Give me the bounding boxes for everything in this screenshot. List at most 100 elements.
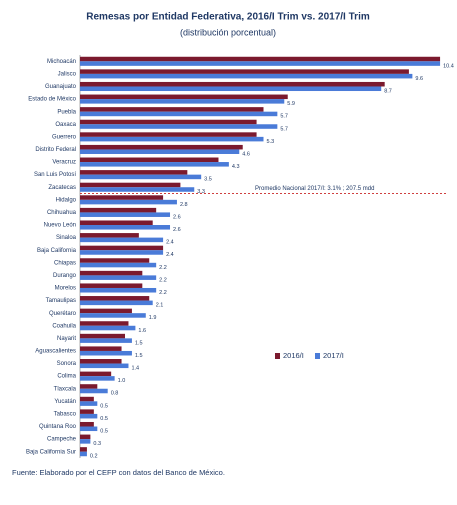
category-label: Tabasco — [54, 412, 77, 418]
value-label: 1.9 — [149, 315, 157, 321]
category-label: Baja California — [37, 248, 77, 254]
value-label: 5.7 — [280, 114, 288, 120]
category-label: Chihuahua — [47, 210, 77, 216]
bar — [80, 56, 441, 62]
category-label: Campeche — [47, 437, 77, 443]
category-label: Sonora — [57, 361, 77, 367]
bar — [80, 287, 157, 293]
bar — [80, 81, 385, 87]
value-label: 5.9 — [287, 101, 295, 107]
bar — [80, 207, 157, 213]
bar — [80, 396, 94, 402]
bar — [80, 371, 112, 377]
category-label: Coahuila — [52, 323, 76, 329]
value-label: 0.8 — [111, 391, 119, 397]
legend-swatch — [275, 353, 280, 359]
bar — [80, 157, 219, 163]
bar — [80, 409, 94, 414]
category-label: Veracruz — [52, 160, 76, 166]
category-label: Tamaulipas — [46, 298, 76, 304]
bar — [80, 111, 278, 117]
bar — [80, 447, 87, 452]
category-label: Jalisco — [58, 71, 77, 77]
source-note: Fuente: Elaborado por el CEFP con datos … — [12, 468, 225, 477]
bar — [80, 182, 181, 188]
value-label: 2.4 — [166, 252, 174, 258]
bar — [80, 333, 126, 339]
value-label: 2.4 — [166, 240, 174, 246]
value-label: 2.6 — [173, 227, 181, 233]
bar — [80, 270, 143, 276]
bar — [80, 413, 98, 419]
value-label: 0.5 — [100, 429, 108, 435]
value-label: 3.5 — [204, 177, 212, 183]
category-label: Estado de México — [28, 97, 76, 103]
bar — [80, 136, 264, 142]
legend-label: 2016/I — [283, 351, 304, 360]
bar — [80, 132, 257, 137]
value-label: 2.6 — [173, 214, 181, 220]
bar — [80, 296, 150, 301]
bar — [80, 262, 157, 268]
chart-title: Remesas por Entidad Federativa, 2016/I T… — [86, 12, 370, 23]
value-label: 2.2 — [159, 277, 167, 283]
value-label: 2.2 — [159, 290, 167, 296]
bar — [80, 384, 98, 389]
bar — [80, 107, 264, 112]
bar — [80, 69, 409, 74]
bar — [80, 321, 129, 326]
category-label: San Luis Potosí — [34, 172, 76, 178]
bar — [80, 174, 202, 180]
bar — [80, 308, 132, 314]
bar — [80, 250, 164, 255]
bar — [80, 94, 288, 100]
value-label: 1.0 — [118, 378, 126, 384]
bar — [80, 401, 98, 406]
bar — [80, 233, 139, 238]
bar — [80, 325, 136, 331]
bar — [80, 73, 413, 79]
bar — [80, 359, 122, 364]
bar — [80, 300, 153, 306]
bar — [80, 258, 150, 263]
chart-subtitle: (distribución porcentual) — [180, 27, 276, 37]
bar — [80, 124, 278, 129]
category-label: Oaxaca — [55, 122, 76, 128]
value-label: 0.2 — [90, 454, 98, 460]
bar — [80, 363, 129, 369]
bar — [80, 119, 257, 125]
category-label: Distrito Federal — [35, 147, 76, 153]
category-label: Baja California Sur — [26, 449, 76, 455]
annotation: Promedio Nacional 2017/I: 3.1% ; 207.5 m… — [255, 186, 374, 192]
category-label: Sinaloa — [56, 235, 77, 241]
bar — [80, 212, 171, 217]
category-label: Guanajuato — [45, 84, 77, 90]
bar — [80, 388, 108, 394]
bar — [80, 149, 240, 154]
value-label: 1.5 — [135, 340, 143, 346]
category-label: Guerrero — [52, 134, 77, 140]
bar — [80, 61, 441, 66]
value-label: 1.5 — [135, 353, 143, 359]
bar — [80, 187, 195, 192]
bar — [80, 199, 177, 205]
category-label: Morelos — [55, 286, 76, 292]
bar — [80, 162, 229, 167]
value-label: 0.5 — [100, 403, 108, 409]
category-label: Tlaxcala — [54, 386, 77, 392]
bar — [80, 434, 91, 440]
category-label: Nuevo León — [44, 223, 76, 229]
category-label: Chiapas — [54, 260, 76, 266]
bar — [80, 376, 115, 381]
value-label: 2.8 — [180, 202, 188, 208]
category-label: Colima — [57, 374, 76, 380]
bar — [80, 144, 243, 150]
value-label: 10.4 — [443, 63, 454, 69]
category-label: Quintana Roo — [39, 424, 77, 430]
value-label: 8.7 — [384, 88, 392, 94]
bar — [80, 338, 132, 343]
legend-swatch — [315, 353, 320, 359]
bar — [80, 283, 143, 288]
bar — [80, 237, 164, 243]
